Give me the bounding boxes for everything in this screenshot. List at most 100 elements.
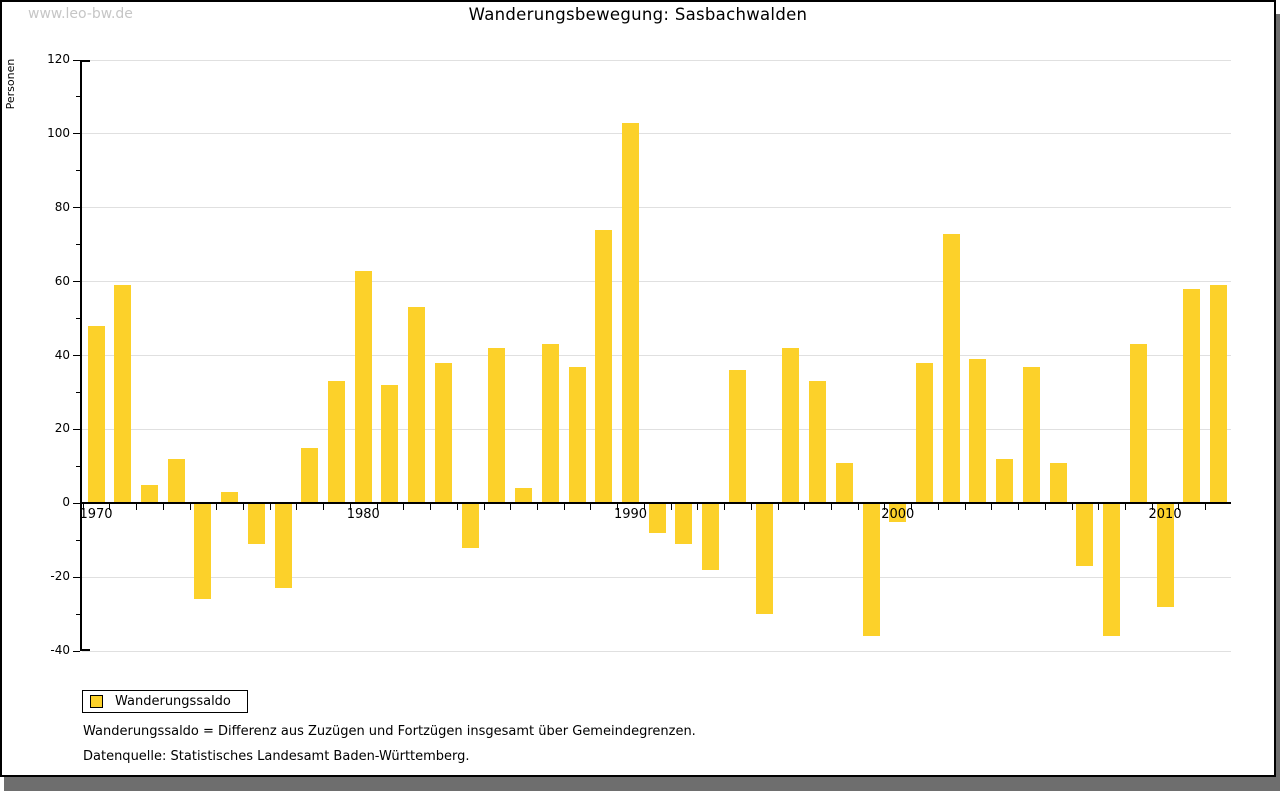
y-minor-tick (76, 96, 80, 98)
bar (328, 381, 346, 504)
bar (969, 359, 987, 504)
x-tick-label: 1980 (346, 507, 380, 523)
bar (862, 503, 880, 637)
bar (515, 488, 533, 504)
x-tick (964, 504, 966, 511)
bar (434, 362, 452, 504)
x-tick-label: 2000 (881, 507, 915, 523)
y-axis-stub-bottom (80, 649, 90, 651)
bar (675, 503, 693, 544)
x-tick (750, 504, 752, 511)
bar (194, 503, 212, 600)
x-tick (670, 504, 672, 511)
gridline (82, 281, 1231, 283)
gridline (82, 428, 1231, 430)
footnote-source: Datenquelle: Statistisches Landesamt Bad… (83, 749, 470, 764)
gridline (82, 650, 1231, 652)
x-tick (216, 504, 218, 511)
bar (1049, 462, 1067, 504)
bar (1076, 503, 1094, 567)
y-tick-label: -40 (50, 643, 70, 657)
gridline (82, 59, 1231, 61)
y-axis-stub-top (80, 60, 90, 62)
x-tick (724, 504, 726, 511)
y-minor-tick (76, 391, 80, 393)
bar (996, 458, 1014, 504)
x-tick (1044, 504, 1046, 511)
chart-title: Wanderungsbewegung: Sasbachwalden (468, 5, 808, 24)
gridline (82, 207, 1231, 209)
bar (87, 325, 105, 504)
x-tick (510, 504, 512, 511)
chart-frame: www.leo-bw.de Wanderungsbewegung: Sasbac… (0, 0, 1276, 777)
y-tick-label: 0 (62, 495, 70, 510)
x-tick (349, 504, 351, 511)
watermark: www.leo-bw.de (28, 6, 133, 22)
bar (114, 285, 132, 504)
bar (648, 503, 666, 533)
bar (221, 492, 239, 504)
y-tick (73, 355, 80, 356)
y-minor-tick (76, 539, 80, 541)
bar (408, 307, 426, 504)
y-tick (73, 576, 80, 578)
x-tick (884, 504, 886, 511)
legend-box: Wanderungssaldo (82, 690, 248, 713)
gridline (82, 133, 1231, 135)
gridline (82, 576, 1231, 578)
x-tick-label: 1970 (79, 507, 113, 523)
y-axis-line (80, 60, 82, 651)
y-tick (73, 207, 80, 209)
bar (301, 447, 319, 504)
x-tick (830, 504, 832, 511)
y-tick (73, 502, 80, 504)
bar (755, 503, 773, 615)
bar (1183, 289, 1201, 504)
x-tick (590, 504, 592, 511)
y-minor-tick (76, 318, 80, 320)
x-tick (1071, 504, 1073, 511)
bar (595, 229, 613, 504)
x-tick (162, 504, 164, 511)
bar (782, 348, 800, 504)
x-tick (269, 504, 271, 511)
bar (381, 385, 399, 504)
bar (702, 503, 720, 570)
x-tick (643, 504, 645, 511)
bar (835, 462, 853, 504)
x-tick (1124, 504, 1126, 511)
x-axis-line (80, 502, 1231, 505)
x-tick (242, 504, 244, 511)
bar (140, 484, 158, 504)
x-tick (563, 504, 565, 511)
x-tick (82, 504, 84, 511)
bar (274, 503, 292, 589)
y-tick-label: 20 (54, 421, 70, 436)
bar (622, 122, 640, 504)
x-tick (1178, 504, 1180, 511)
x-tick (1205, 504, 1207, 511)
x-tick (403, 504, 405, 511)
y-minor-tick (76, 613, 80, 615)
y-tick-label: 60 (54, 273, 70, 288)
y-tick (73, 428, 80, 430)
bar (247, 503, 265, 544)
y-tick (73, 133, 80, 135)
x-tick (1018, 504, 1020, 511)
x-tick (617, 504, 619, 511)
x-tick (109, 504, 111, 511)
y-tick-label: 100 (47, 125, 70, 140)
x-tick (777, 504, 779, 511)
bar (1210, 285, 1227, 504)
x-tick (1151, 504, 1153, 511)
bar (809, 381, 827, 504)
x-tick (296, 504, 298, 511)
x-tick (536, 504, 538, 511)
x-tick (857, 504, 859, 511)
x-tick (697, 504, 699, 511)
bar (942, 233, 960, 504)
bar (1156, 503, 1174, 607)
x-tick (136, 504, 138, 511)
x-tick-label: 1990 (613, 507, 648, 523)
y-tick (73, 281, 80, 283)
